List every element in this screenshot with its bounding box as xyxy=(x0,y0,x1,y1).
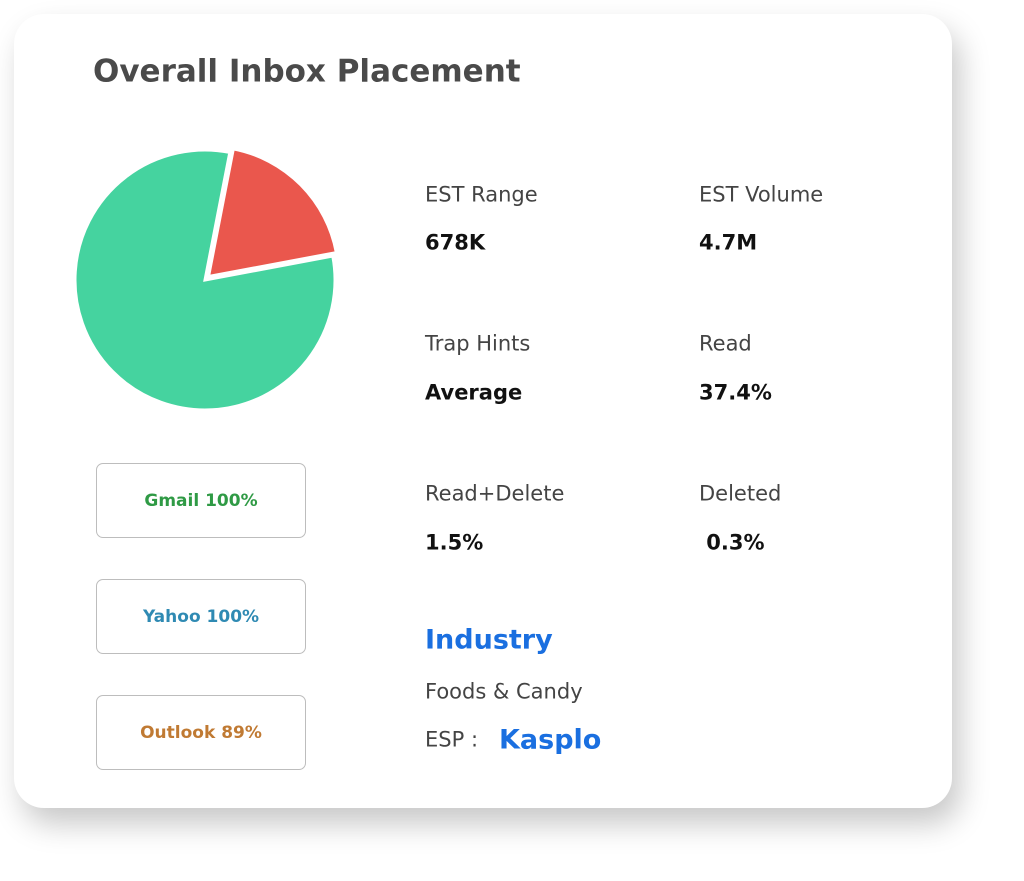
provider-label: Outlook 89% xyxy=(140,722,262,743)
pie-slice xyxy=(206,147,339,279)
industry-heading: Industry xyxy=(425,624,553,656)
stat-label: Read+Delete xyxy=(425,481,565,506)
provider-box: Outlook 89% xyxy=(96,695,306,770)
industry-value: Foods & Candy xyxy=(425,679,583,704)
provider-box: Gmail 100% xyxy=(96,463,306,538)
stat-value: 678K xyxy=(425,230,486,255)
stat-label: Read xyxy=(699,331,752,356)
stat-label: Trap Hints xyxy=(425,331,531,356)
stat-value: 0.3% xyxy=(699,530,765,555)
esp-label: ESP : xyxy=(425,727,479,752)
stat-value: 37.4% xyxy=(699,380,772,405)
stat-label: EST Volume xyxy=(699,182,824,207)
provider-box: Yahoo 100% xyxy=(96,579,306,654)
provider-label: Gmail 100% xyxy=(144,490,258,511)
provider-label: Yahoo 100% xyxy=(142,606,260,627)
stat-value: 1.5% xyxy=(425,530,484,555)
pie-slice xyxy=(73,148,337,412)
stat-label: Deleted xyxy=(699,481,782,506)
card xyxy=(14,14,952,808)
stat-value: Average xyxy=(425,380,523,405)
stat-value: 4.7M xyxy=(699,230,758,255)
esp-value[interactable]: Kasplo xyxy=(499,724,602,756)
title: Overall Inbox Placement xyxy=(93,53,521,90)
stat-label: EST Range xyxy=(425,182,538,207)
